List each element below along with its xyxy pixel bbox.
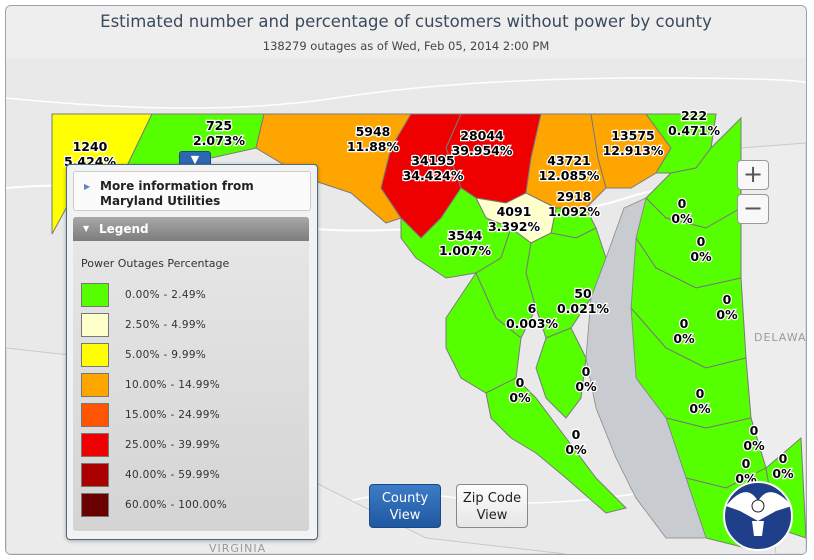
county-outage-percent: 0.003% <box>506 316 559 331</box>
county-outage-percent: 0% <box>772 466 794 481</box>
legend-item: 0.00% - 2.49% <box>81 283 301 307</box>
legend-swatch <box>81 373 109 397</box>
legend-label: 10.00% - 14.99% <box>125 379 221 391</box>
legend-label: 15.00% - 24.99% <box>125 409 221 421</box>
zip-code-view-button[interactable]: Zip Code View <box>456 484 528 528</box>
county-outage-percent: 1.007% <box>439 243 492 258</box>
county-outage-percent: 0% <box>743 438 765 453</box>
county-calvert[interactable] <box>535 327 587 419</box>
legend-swatch <box>81 463 109 487</box>
legend-item: 5.00% - 9.99% <box>81 343 301 367</box>
county-outage-count: 0 <box>680 316 689 331</box>
legend-item: 60.00% - 100.00% <box>81 493 301 517</box>
county-outage-percent: 0% <box>509 390 531 405</box>
legend-body: Power Outages Percentage 0.00% - 2.49% 2.… <box>73 241 309 531</box>
county-outage-count: 3544 <box>448 228 483 243</box>
legend-item: 25.00% - 39.99% <box>81 433 301 457</box>
county-outage-count: 28044 <box>460 128 504 143</box>
zoom-out-button[interactable]: − <box>737 194 769 224</box>
county-labels: 12405.424%7252.073%594811.88%3419534.424… <box>63 107 796 488</box>
legend-swatch <box>81 403 109 427</box>
legend-accordion-header[interactable]: ▼ Legend <box>73 217 309 241</box>
header: Estimated number and percentage of custo… <box>6 6 806 59</box>
county-outage-count: 0 <box>678 196 687 211</box>
expand-arrow-icon: ▶ <box>84 182 91 191</box>
legend-swatch <box>81 283 109 307</box>
county-view-button[interactable]: County View <box>369 484 441 528</box>
legend-swatch <box>81 433 109 457</box>
county-outage-percent: 0% <box>575 379 597 394</box>
county-outage-percent: 12.085% <box>539 168 600 183</box>
county-outage-percent: 11.88% <box>347 139 400 154</box>
county-outage-count: 0 <box>742 456 751 471</box>
map-canvas[interactable]: 1240 5.424% 725 2.073% 5948 11.88% 34195 34.424… <box>6 58 806 554</box>
legend-swatch <box>81 493 109 517</box>
more-info-accordion[interactable]: ▶ More information from Maryland Utiliti… <box>73 171 311 211</box>
state-label-delaware: DELAWA <box>754 331 806 344</box>
county-outage-count: 0 <box>582 364 591 379</box>
county-outage-count: 0 <box>696 386 705 401</box>
county-outage-percent: 0.021% <box>557 301 610 316</box>
county-outage-count: 2918 <box>557 189 592 204</box>
county-outage-count: 0 <box>697 234 706 249</box>
legend-swatch <box>81 313 109 337</box>
road-line <box>6 77 806 109</box>
chesapeake-bay <box>585 197 707 539</box>
page-title: Estimated number and percentage of custo… <box>100 12 712 31</box>
county-outage-count: 43721 <box>547 153 591 168</box>
legend-label: 5.00% - 9.99% <box>125 349 207 361</box>
county-outage-percent: 1.092% <box>548 204 601 219</box>
app-frame: Estimated number and percentage of custo… <box>5 5 807 555</box>
county-outage-percent: 0% <box>690 249 712 264</box>
county-outage-count: 0 <box>779 451 788 466</box>
county-outage-percent: 0% <box>716 307 738 322</box>
county-outage-count: 0 <box>516 375 525 390</box>
county-outage-percent: 2.073% <box>193 133 246 148</box>
county-outage-count: 1240 <box>73 139 108 154</box>
county-outage-count: 725 <box>206 118 232 133</box>
county-outage-count: 50 <box>574 286 592 301</box>
legend-label: 25.00% - 39.99% <box>125 439 221 451</box>
county-outage-count: 222 <box>681 108 707 123</box>
county-st-marys[interactable] <box>485 377 627 514</box>
county-outage-percent: 0% <box>671 211 693 226</box>
legend-label: 40.00% - 59.99% <box>125 469 221 481</box>
county-outage-count: 13575 <box>611 128 655 143</box>
county-outage-count: 0 <box>750 423 759 438</box>
county-outage-percent: 3.392% <box>488 219 541 234</box>
county-outage-count: 0 <box>723 292 732 307</box>
legend-swatch <box>81 343 109 367</box>
state-label-virginia: VIRGINIA <box>209 542 266 554</box>
legend-item: 40.00% - 59.99% <box>81 463 301 487</box>
map-svg[interactable]: 12405.424%7252.073%594811.88%3419534.424… <box>6 58 806 554</box>
legend-title: Legend <box>99 222 149 236</box>
county-outage-count: 34195 <box>411 153 455 168</box>
legend-item: 2.50% - 4.99% <box>81 313 301 337</box>
county-outage-percent: 0.471% <box>668 123 721 138</box>
county-outage-count: 0 <box>572 427 581 442</box>
zoom-in-button[interactable]: + <box>737 160 769 190</box>
county-outage-percent: 0% <box>565 442 587 457</box>
zoom-control: + − <box>737 160 769 224</box>
county-outage-count: 4091 <box>497 204 532 219</box>
county-outage-count: 5948 <box>356 124 391 139</box>
osprey-logo-graphic <box>723 481 793 551</box>
county-outage-percent: 39.954% <box>452 143 513 158</box>
legend-subtitle: Power Outages Percentage <box>81 257 230 270</box>
county-outage-percent: 0% <box>689 401 711 416</box>
legend-label: 0.00% - 2.49% <box>125 289 207 301</box>
legend-item: 15.00% - 24.99% <box>81 403 301 427</box>
more-info-label[interactable]: More information from Maryland Utilities <box>100 179 254 208</box>
legend-panel: ▶ More information from Maryland Utiliti… <box>66 164 318 540</box>
collapse-arrow-icon: ▼ <box>83 224 90 233</box>
county-outage-percent: 34.424% <box>403 168 464 183</box>
county-outage-count: 6 <box>528 301 537 316</box>
maryland-osprey-logo <box>706 466 806 554</box>
legend-label: 2.50% - 4.99% <box>125 319 207 331</box>
legend-item: 10.00% - 14.99% <box>81 373 301 397</box>
county-outage-percent: 0% <box>673 331 695 346</box>
county-outage-percent: 12.913% <box>603 143 664 158</box>
legend-label: 60.00% - 100.00% <box>125 499 228 511</box>
outage-summary: 138279 outages as of Wed, Feb 05, 2014 2… <box>262 39 550 53</box>
